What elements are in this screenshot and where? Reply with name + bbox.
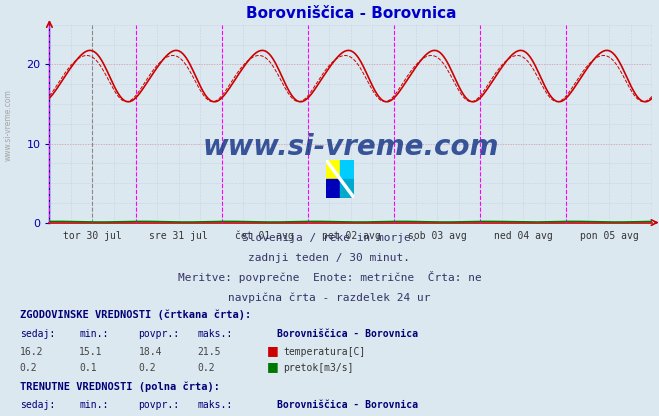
Text: sedaj:: sedaj: xyxy=(20,329,55,339)
Text: ZGODOVINSKE VREDNOSTI (črtkana črta):: ZGODOVINSKE VREDNOSTI (črtkana črta): xyxy=(20,310,251,320)
Title: Borovniščica - Borovnica: Borovniščica - Borovnica xyxy=(246,6,456,21)
Text: povpr.:: povpr.: xyxy=(138,329,179,339)
Text: navpična črta - razdelek 24 ur: navpična črta - razdelek 24 ur xyxy=(228,293,431,303)
Text: 0.1: 0.1 xyxy=(79,363,97,373)
Text: Meritve: povprečne  Enote: metrične  Črta: ne: Meritve: povprečne Enote: metrične Črta:… xyxy=(178,271,481,283)
Text: 21.5: 21.5 xyxy=(198,347,221,357)
Text: min.:: min.: xyxy=(79,400,109,410)
Text: ■: ■ xyxy=(267,360,279,373)
Text: www.si-vreme.com: www.si-vreme.com xyxy=(203,134,499,161)
Text: temperatura[C]: temperatura[C] xyxy=(283,347,366,357)
Text: TRENUTNE VREDNOSTI (polna črta):: TRENUTNE VREDNOSTI (polna črta): xyxy=(20,381,219,391)
Text: www.si-vreme.com: www.si-vreme.com xyxy=(3,89,13,161)
Text: pet 02 avg: pet 02 avg xyxy=(322,231,380,241)
Text: pretok[m3/s]: pretok[m3/s] xyxy=(283,363,354,373)
Text: ■: ■ xyxy=(267,344,279,357)
Text: sedaj:: sedaj: xyxy=(20,400,55,410)
Bar xyxy=(326,160,340,179)
Text: pon 05 avg: pon 05 avg xyxy=(580,231,639,241)
Text: Borovniščica - Borovnica: Borovniščica - Borovnica xyxy=(277,329,418,339)
Text: 0.2: 0.2 xyxy=(138,363,156,373)
Text: 16.2: 16.2 xyxy=(20,347,43,357)
Text: ned 04 avg: ned 04 avg xyxy=(494,231,553,241)
Text: 0.2: 0.2 xyxy=(20,363,38,373)
Text: zadnji teden / 30 minut.: zadnji teden / 30 minut. xyxy=(248,253,411,263)
Text: maks.:: maks.: xyxy=(198,400,233,410)
Text: tor 30 jul: tor 30 jul xyxy=(63,231,122,241)
Text: 0.2: 0.2 xyxy=(198,363,215,373)
Text: ■: ■ xyxy=(267,415,279,416)
Text: Borovniščica - Borovnica: Borovniščica - Borovnica xyxy=(277,400,418,410)
Bar xyxy=(340,179,354,198)
Text: 18.4: 18.4 xyxy=(138,347,162,357)
Bar xyxy=(326,179,340,198)
Text: maks.:: maks.: xyxy=(198,329,233,339)
Text: sre 31 jul: sre 31 jul xyxy=(149,231,208,241)
Text: čet 01 avg: čet 01 avg xyxy=(235,231,294,241)
Text: 15.1: 15.1 xyxy=(79,347,103,357)
Text: povpr.:: povpr.: xyxy=(138,400,179,410)
Bar xyxy=(340,160,354,179)
Text: Slovenija / reke in morje.: Slovenija / reke in morje. xyxy=(242,233,417,243)
Text: sob 03 avg: sob 03 avg xyxy=(408,231,467,241)
Text: min.:: min.: xyxy=(79,329,109,339)
